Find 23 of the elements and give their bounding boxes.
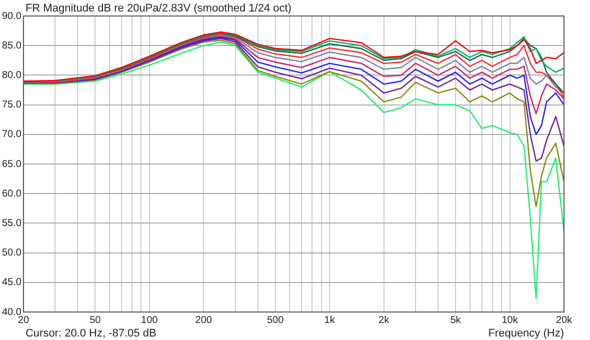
x-tick-label: 20 xyxy=(18,314,30,326)
y-tick-label: 65.0 xyxy=(2,158,22,170)
x-tick-label: 1k xyxy=(324,314,336,326)
y-tick-label: 45.0 xyxy=(2,277,22,288)
text: Cursor: 20.0 Hz, -87.05 dB xyxy=(25,328,156,340)
y-tick-label: 75.0 xyxy=(2,100,22,111)
y-tick-label: 70.0 xyxy=(2,129,22,140)
y-tick-label: 80.0 xyxy=(2,70,22,81)
x-tick-label: 200 xyxy=(195,314,212,326)
x-axis-title: Frequency (Hz) xyxy=(488,328,564,340)
x-tick-label: 100 xyxy=(141,314,158,326)
x-tick-label: 5k xyxy=(450,314,462,326)
y-tick-label: 90.0 xyxy=(2,10,22,22)
x-tick-label: 10k xyxy=(502,314,519,326)
y-tick-label: 60.0 xyxy=(2,188,22,200)
x-tick-label: 500 xyxy=(267,314,284,326)
x-tick-label: 20k xyxy=(556,314,574,326)
y-tick-label: 55.0 xyxy=(2,218,22,229)
y-tick-label: 50.0 xyxy=(2,248,22,259)
x-tick-label: 2k xyxy=(378,314,390,326)
y-tick-label: 85.0 xyxy=(2,40,22,52)
x-tick-label: 50 xyxy=(90,314,102,326)
chart-title: FR Magnitude dB re 20uPa/2.83V (smoothed 1/24 oct) xyxy=(25,2,292,15)
